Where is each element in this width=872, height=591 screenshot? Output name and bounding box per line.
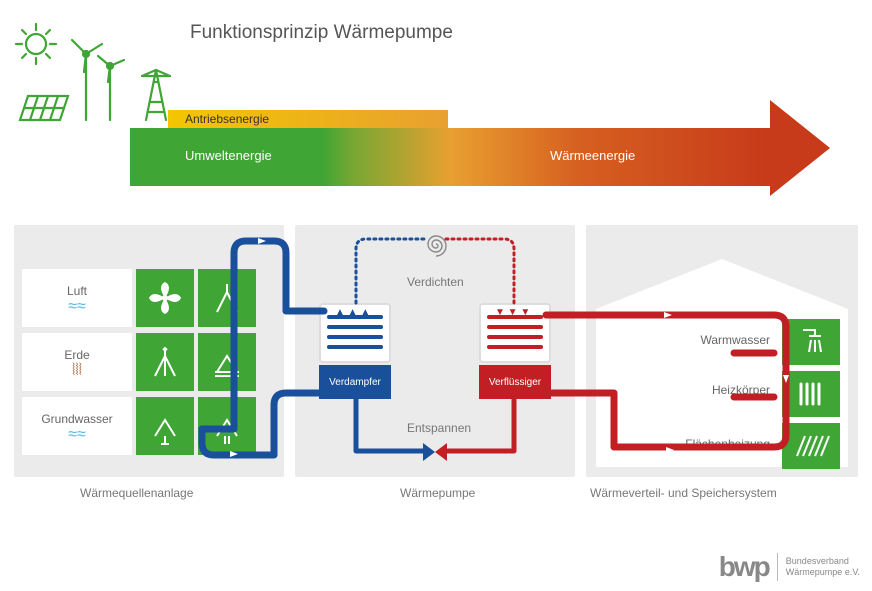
fan-icon [136, 269, 194, 327]
source-text: Erde [64, 348, 89, 362]
logo-abbr: bwp [719, 551, 769, 583]
source-label: Grundwasser ≈≈ [22, 397, 132, 455]
well-icon [136, 397, 194, 455]
caption-sink: Wärmeverteil- und Speichersystem [590, 486, 777, 500]
panel-source: Luft ≈≈ Erde ⦚⦚⦚ Grundwasser ≈≈ [14, 225, 284, 477]
energy-flow-arrow: Antriebsenergie Umweltenergie Wärmeenerg… [130, 110, 850, 190]
label-umwelt: Umweltenergie [185, 148, 272, 163]
caption-source: Wärmequellenanlage [80, 486, 193, 500]
evaporator-coil: ▲ ▲ ▲ [319, 303, 391, 363]
logo-line1: Bundesverband [786, 556, 849, 566]
logo-text: Bundesverband Wärmepumpe e.V. [786, 556, 860, 578]
panel-sink: Warmwasser Heizkörper Flächenheizung [586, 225, 858, 477]
verdichten-label: Verdichten [407, 275, 464, 289]
arrow-head [770, 100, 830, 196]
house: Warmwasser Heizkörper Flächenheizung [596, 259, 848, 467]
label-waerme: Wärmeenergie [550, 148, 635, 163]
earth-icon: ⦚⦚⦚ [72, 366, 82, 376]
logo-divider [777, 553, 778, 581]
condenser-coil: ▼ ▼ ▼ [479, 303, 551, 363]
source-row-erde: Erde ⦚⦚⦚ [22, 333, 276, 391]
source-row-grundwasser: Grundwasser ≈≈ [22, 397, 276, 455]
air-icon: ≈≈ [68, 302, 86, 312]
shower-icon [782, 319, 840, 365]
sink-label: Heizkörper [712, 383, 770, 397]
source-label: Erde ⦚⦚⦚ [22, 333, 132, 391]
source-row-luft: Luft ≈≈ [22, 269, 276, 327]
panel-pump: Verdichten ▲ ▲ ▲ ▼ ▼ ▼ Verdampfer Verflü… [295, 225, 575, 477]
caption-pump: Wärmepumpe [400, 486, 475, 500]
water-icon: ≈≈ [68, 430, 86, 440]
house-roof [596, 259, 848, 309]
radiator-icon [782, 371, 840, 417]
collector-air-icon [198, 269, 256, 327]
compressor-spiral-icon [423, 233, 449, 259]
verdampfer-box: Verdampfer [319, 365, 391, 399]
logo-line2: Wärmepumpe e.V. [786, 567, 860, 577]
expansion-valve-icon [423, 443, 447, 461]
label-antrieb: Antriebsenergie [185, 112, 269, 126]
page-title: Funktionsprinzip Wärmepumpe [190, 22, 453, 44]
sink-label: Flächenheizung [685, 437, 770, 451]
source-text: Luft [67, 284, 87, 298]
well2-icon [198, 397, 256, 455]
source-text: Grundwasser [41, 412, 112, 426]
bwp-logo: bwp Bundesverband Wärmepumpe e.V. [719, 551, 860, 583]
source-label: Luft ≈≈ [22, 269, 132, 327]
house-body: Warmwasser Heizkörper Flächenheizung [596, 309, 848, 467]
floor-heating-icon [782, 423, 840, 469]
sink-label: Warmwasser [700, 333, 770, 347]
verfluessiger-box: Verflüssiger [479, 365, 551, 399]
collector-earth-icon [198, 333, 256, 391]
entspannen-label: Entspannen [407, 421, 471, 435]
probe-icon [136, 333, 194, 391]
